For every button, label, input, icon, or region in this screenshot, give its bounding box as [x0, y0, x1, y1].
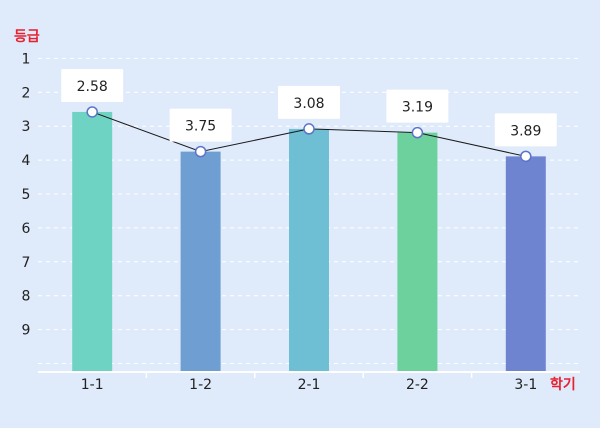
- y-tick-label: 7: [22, 255, 31, 271]
- y-tick-label: 2: [22, 85, 31, 101]
- x-tick-label: 1-2: [189, 377, 212, 393]
- value-label-box: [169, 108, 232, 142]
- value-label: 3.89: [510, 123, 541, 139]
- value-label: 3.08: [293, 96, 324, 112]
- label-layer: 2.58 3.75 3.08 3.19 3.89: [61, 68, 557, 163]
- bar-2-1: [289, 128, 329, 372]
- data-point-marker: [411, 126, 424, 139]
- value-label-box: [61, 68, 124, 102]
- y-tick-label: 8: [22, 289, 31, 305]
- y-tick-label: 5: [22, 187, 31, 203]
- grid-layer: [38, 57, 580, 364]
- x-tick-label: 2-1: [298, 377, 321, 393]
- x-tick-label: 1-1: [81, 377, 104, 393]
- x-tick-label: 2-2: [406, 377, 429, 393]
- value-label-box: [278, 85, 340, 119]
- y-tick-label: 1: [22, 51, 31, 67]
- y-tick-label: 6: [22, 221, 31, 237]
- data-point-marker: [303, 123, 315, 135]
- y-tick-label: 3: [22, 119, 31, 135]
- bar-2-2: [397, 132, 438, 372]
- x-axis-title: 학기: [550, 377, 576, 393]
- x-tick-label: 3-1: [514, 377, 537, 393]
- value-label-box: [386, 89, 449, 123]
- y-axis-title: 등급: [14, 29, 40, 45]
- value-label: 2.58: [77, 79, 108, 95]
- bar-layer: [72, 111, 546, 372]
- value-label: 3.19: [402, 100, 433, 116]
- value-label: 3.75: [185, 119, 216, 135]
- bar-3-1: [505, 156, 546, 372]
- data-point-marker: [520, 150, 532, 163]
- bar-1-2: [180, 151, 221, 372]
- y-tick-label: 9: [22, 323, 31, 339]
- value-label-box: [494, 113, 557, 147]
- y-tick-label: 4: [22, 153, 31, 169]
- bar-1-1: [72, 111, 113, 372]
- data-point-marker: [194, 145, 207, 158]
- data-point-marker: [86, 106, 98, 118]
